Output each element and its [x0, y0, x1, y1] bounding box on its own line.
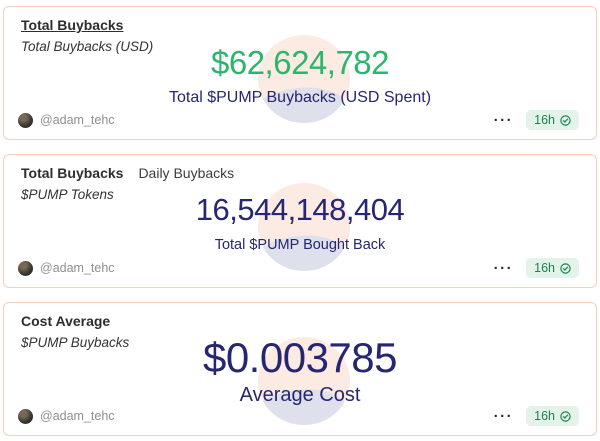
- more-options-icon[interactable]: ···: [493, 111, 514, 129]
- card-tabs: Total Buybacks: [21, 17, 579, 34]
- seal-check-icon: [560, 262, 571, 274]
- more-options-icon[interactable]: ···: [493, 407, 514, 425]
- stat-caption: Average Cost: [239, 384, 361, 407]
- decorative-circle: [258, 183, 350, 271]
- avatar: [18, 112, 33, 128]
- decorative-circle: [258, 337, 350, 425]
- freshness-badge[interactable]: 16h: [526, 406, 579, 426]
- footer-actions: ··· 16h: [494, 110, 579, 130]
- stat-card-cost-average: Cost Average $PUMP Buybacks $0.003785 Av…: [3, 302, 597, 436]
- freshness-badge[interactable]: 16h: [526, 258, 579, 278]
- stat-value: $62,624,782: [210, 44, 390, 81]
- stat-block: $62,624,782 Total $PUMP Buybacks (USD Sp…: [4, 44, 596, 107]
- card-header: Total Buybacks Daily Buybacks $PUMP Toke…: [21, 165, 579, 202]
- author-link[interactable]: @adam_tehc: [18, 260, 115, 276]
- age-label: 16h: [534, 113, 555, 127]
- avatar: [18, 260, 33, 276]
- card-tabs: Total Buybacks Daily Buybacks: [21, 165, 579, 182]
- card-tabs: Cost Average: [21, 313, 579, 330]
- age-label: 16h: [534, 409, 555, 423]
- age-label: 16h: [534, 261, 555, 275]
- card-footer: @adam_tehc ··· 16h: [18, 258, 579, 278]
- tab-total-buybacks[interactable]: Total Buybacks: [21, 165, 124, 181]
- card-header: Total Buybacks Total Buybacks (USD): [21, 17, 579, 54]
- avatar: [18, 408, 33, 424]
- more-options-icon[interactable]: ···: [493, 259, 514, 277]
- footer-actions: ··· 16h: [494, 258, 579, 278]
- author-handle: @adam_tehc: [40, 409, 115, 423]
- footer-actions: ··· 16h: [494, 406, 579, 426]
- card-subtitle: Total Buybacks (USD): [21, 38, 154, 54]
- card-subtitle: $PUMP Tokens: [21, 186, 114, 202]
- author-link[interactable]: @adam_tehc: [18, 112, 115, 128]
- decorative-circle: [258, 35, 350, 123]
- stat-value: $0.003785: [202, 334, 398, 381]
- stat-caption: Total $PUMP Buybacks (USD Spent): [168, 88, 432, 106]
- seal-check-icon: [560, 410, 571, 422]
- stat-card-total-usd: Total Buybacks Total Buybacks (USD) $62,…: [3, 6, 597, 140]
- card-subtitle: $PUMP Buybacks: [21, 334, 130, 350]
- tab-daily-buybacks[interactable]: Daily Buybacks: [138, 165, 235, 181]
- card-header: Cost Average $PUMP Buybacks: [21, 313, 579, 350]
- stat-value: 16,544,148,404: [195, 192, 405, 227]
- author-link[interactable]: @adam_tehc: [18, 408, 115, 424]
- card-footer: @adam_tehc ··· 16h: [18, 406, 579, 426]
- freshness-badge[interactable]: 16h: [526, 110, 579, 130]
- author-handle: @adam_tehc: [40, 113, 115, 127]
- stat-caption: Total $PUMP Bought Back: [214, 236, 386, 253]
- stat-block: $0.003785 Average Cost: [4, 334, 596, 407]
- card-footer: @adam_tehc ··· 16h: [18, 110, 579, 130]
- stat-card-total-tokens: Total Buybacks Daily Buybacks $PUMP Toke…: [3, 154, 597, 288]
- tab-total-buybacks[interactable]: Total Buybacks: [21, 17, 124, 33]
- tab-cost-average[interactable]: Cost Average: [21, 313, 111, 329]
- seal-check-icon: [560, 114, 571, 126]
- author-handle: @adam_tehc: [40, 261, 115, 275]
- stat-block: 16,544,148,404 Total $PUMP Bought Back: [4, 192, 596, 253]
